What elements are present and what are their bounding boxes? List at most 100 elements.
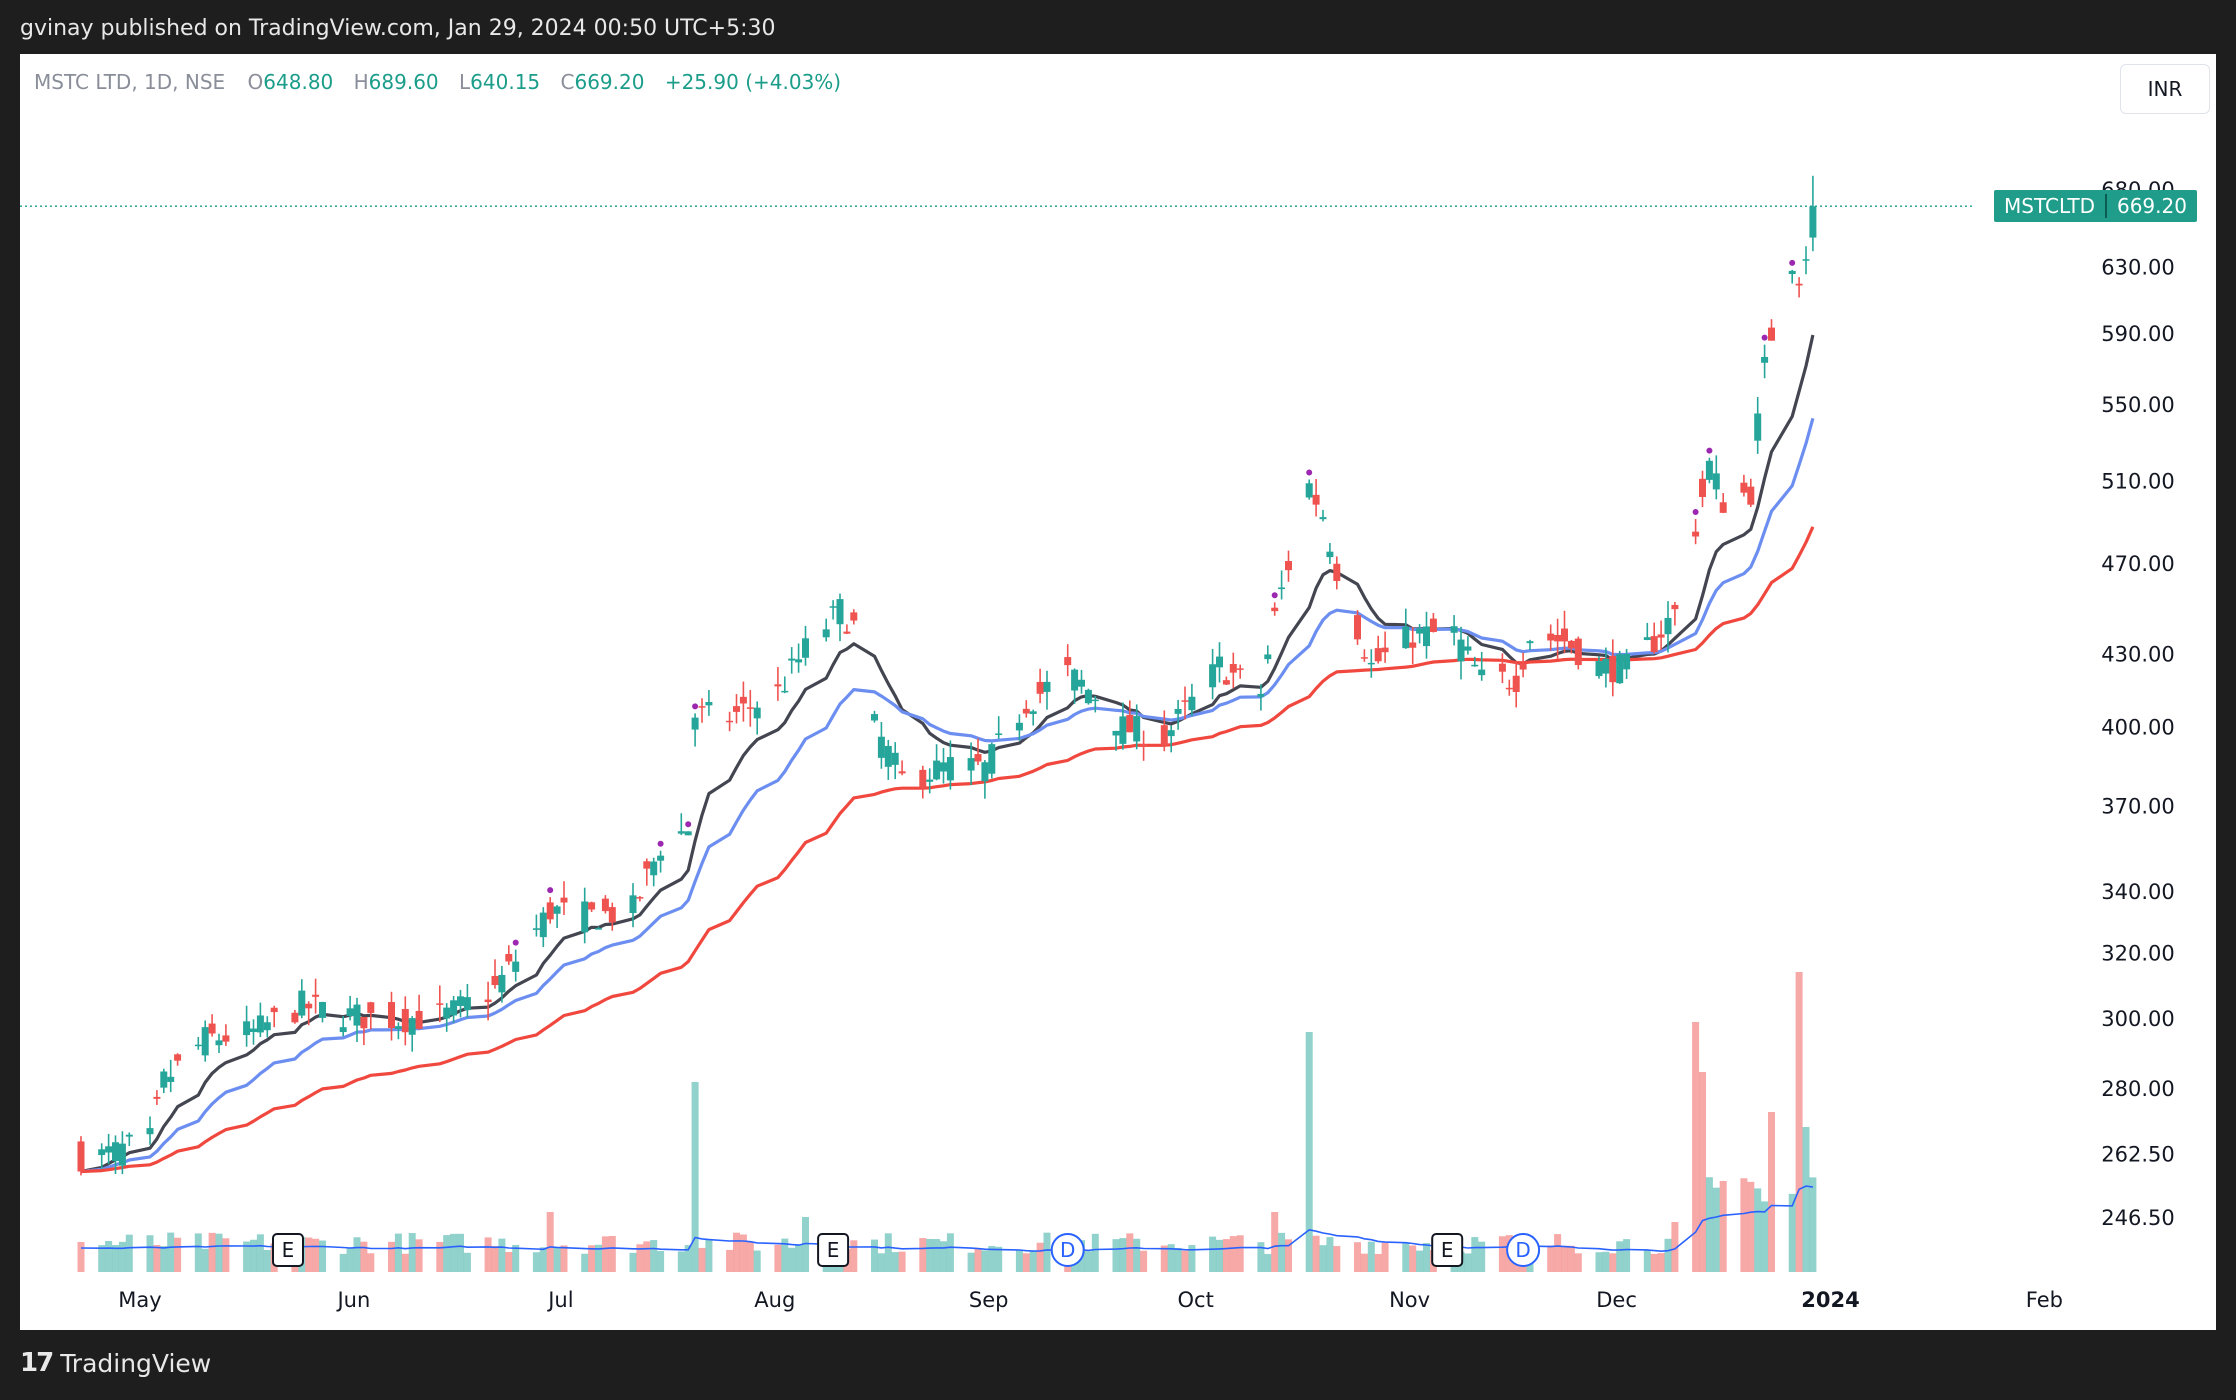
legend-low: 640.15	[470, 70, 541, 94]
volume-bar	[250, 1239, 257, 1272]
signal-dot	[1271, 592, 1278, 599]
candle	[657, 850, 665, 873]
price-chart-svg[interactable]: 680.00630.00590.00550.00510.00470.00430.…	[20, 54, 2216, 1330]
volume-bar	[256, 1234, 264, 1272]
candle-body	[532, 928, 540, 930]
candle	[1602, 647, 1610, 688]
dividend-marker[interactable]: D	[1506, 1233, 1541, 1267]
volume-bar	[1574, 1253, 1582, 1272]
candle-body	[498, 974, 506, 993]
volume-bar	[1719, 1180, 1727, 1272]
volume-bar	[305, 1237, 313, 1272]
dividend-marker-circle	[1506, 1233, 1541, 1267]
candle-body	[98, 1149, 106, 1156]
legend-symbol: MSTC LTD, 1D, NSE	[34, 70, 226, 94]
earnings-marker[interactable]: E	[1431, 1233, 1464, 1267]
candle	[1015, 714, 1023, 741]
volume-bar	[1236, 1235, 1244, 1272]
candle-body	[1043, 681, 1051, 692]
candle	[705, 690, 713, 716]
y-tick-label: 430.00	[2101, 642, 2174, 666]
volume-bar	[1664, 1238, 1672, 1272]
volume-bar	[112, 1245, 119, 1272]
candle	[1133, 704, 1141, 750]
candle-body	[491, 975, 499, 986]
volume-bar	[1326, 1237, 1334, 1272]
dividend-marker[interactable]: D	[1050, 1233, 1085, 1267]
chart-panel[interactable]: 680.00630.00590.00550.00510.00470.00430.…	[20, 54, 2216, 1330]
candle	[588, 901, 596, 913]
candle	[1043, 670, 1051, 710]
volume-bar	[636, 1244, 644, 1272]
volume-bar	[1264, 1253, 1272, 1272]
candle-body	[1264, 654, 1272, 660]
tradingview-brand[interactable]: 17 TradingView	[20, 1348, 211, 1378]
volume-bar	[1402, 1243, 1410, 1272]
candle-body	[588, 902, 596, 910]
candle-body	[1305, 483, 1313, 498]
candle	[450, 996, 458, 1023]
candle-body	[539, 912, 547, 938]
candle-body	[1519, 663, 1527, 670]
volume-bar	[1209, 1236, 1217, 1272]
volume-bar	[684, 1245, 692, 1272]
candle	[560, 881, 568, 916]
dividend-marker-label: D	[1515, 1238, 1530, 1262]
candle-body	[1174, 708, 1182, 714]
volume-bar	[1319, 1245, 1327, 1272]
candle	[457, 989, 464, 1018]
last-price-label: MSTCLTD 669.20	[1994, 190, 2197, 223]
candle-body	[1450, 626, 1458, 633]
volume-bar	[746, 1241, 754, 1272]
candle	[270, 1005, 278, 1028]
candle-body	[160, 1071, 168, 1088]
candle-body	[215, 1040, 223, 1046]
earnings-marker[interactable]: E	[272, 1233, 304, 1267]
candle-body	[505, 953, 513, 962]
volume-bar	[346, 1247, 354, 1272]
candle	[112, 1135, 119, 1175]
volume-bar	[657, 1251, 665, 1272]
signal-dot	[1789, 259, 1796, 266]
candle	[201, 1020, 209, 1062]
volume-bar	[1333, 1246, 1341, 1272]
candle	[1257, 684, 1265, 711]
volume-bar	[1602, 1251, 1610, 1272]
currency-button[interactable]: INR	[2120, 64, 2210, 114]
volume-bar	[1623, 1239, 1631, 1272]
candle	[1795, 277, 1803, 298]
candle-body	[512, 961, 520, 972]
x-tick-label: Feb	[2026, 1288, 2063, 1312]
candle	[1478, 651, 1486, 681]
candle	[1354, 610, 1361, 645]
candle	[415, 994, 423, 1030]
earnings-marker[interactable]: E	[817, 1233, 850, 1267]
candle	[1409, 626, 1417, 665]
candle	[1236, 664, 1244, 679]
candle-body	[581, 901, 589, 933]
volume-bar	[546, 1212, 554, 1272]
signal-dot	[512, 939, 519, 946]
volume-bar	[1809, 1177, 1817, 1272]
candle	[781, 676, 789, 694]
candle-body	[388, 1002, 395, 1029]
candle-body	[1567, 640, 1575, 649]
candle	[539, 907, 547, 948]
candle	[629, 883, 637, 928]
candle	[1574, 636, 1582, 670]
volume-bar	[1464, 1253, 1472, 1272]
volume-bar	[1409, 1245, 1417, 1272]
volume-bar	[877, 1253, 885, 1272]
candle-body	[733, 706, 740, 712]
candle-body	[112, 1142, 119, 1162]
volume-bar	[595, 1244, 602, 1272]
candle	[1305, 479, 1313, 500]
volume-bar	[1140, 1250, 1148, 1272]
candle	[1022, 700, 1030, 718]
candle	[1091, 695, 1099, 713]
candle	[733, 694, 740, 724]
dividend-marker-circle	[1050, 1233, 1085, 1267]
candle-body	[1699, 478, 1706, 497]
candle	[505, 945, 513, 965]
candle-body	[1278, 587, 1286, 590]
